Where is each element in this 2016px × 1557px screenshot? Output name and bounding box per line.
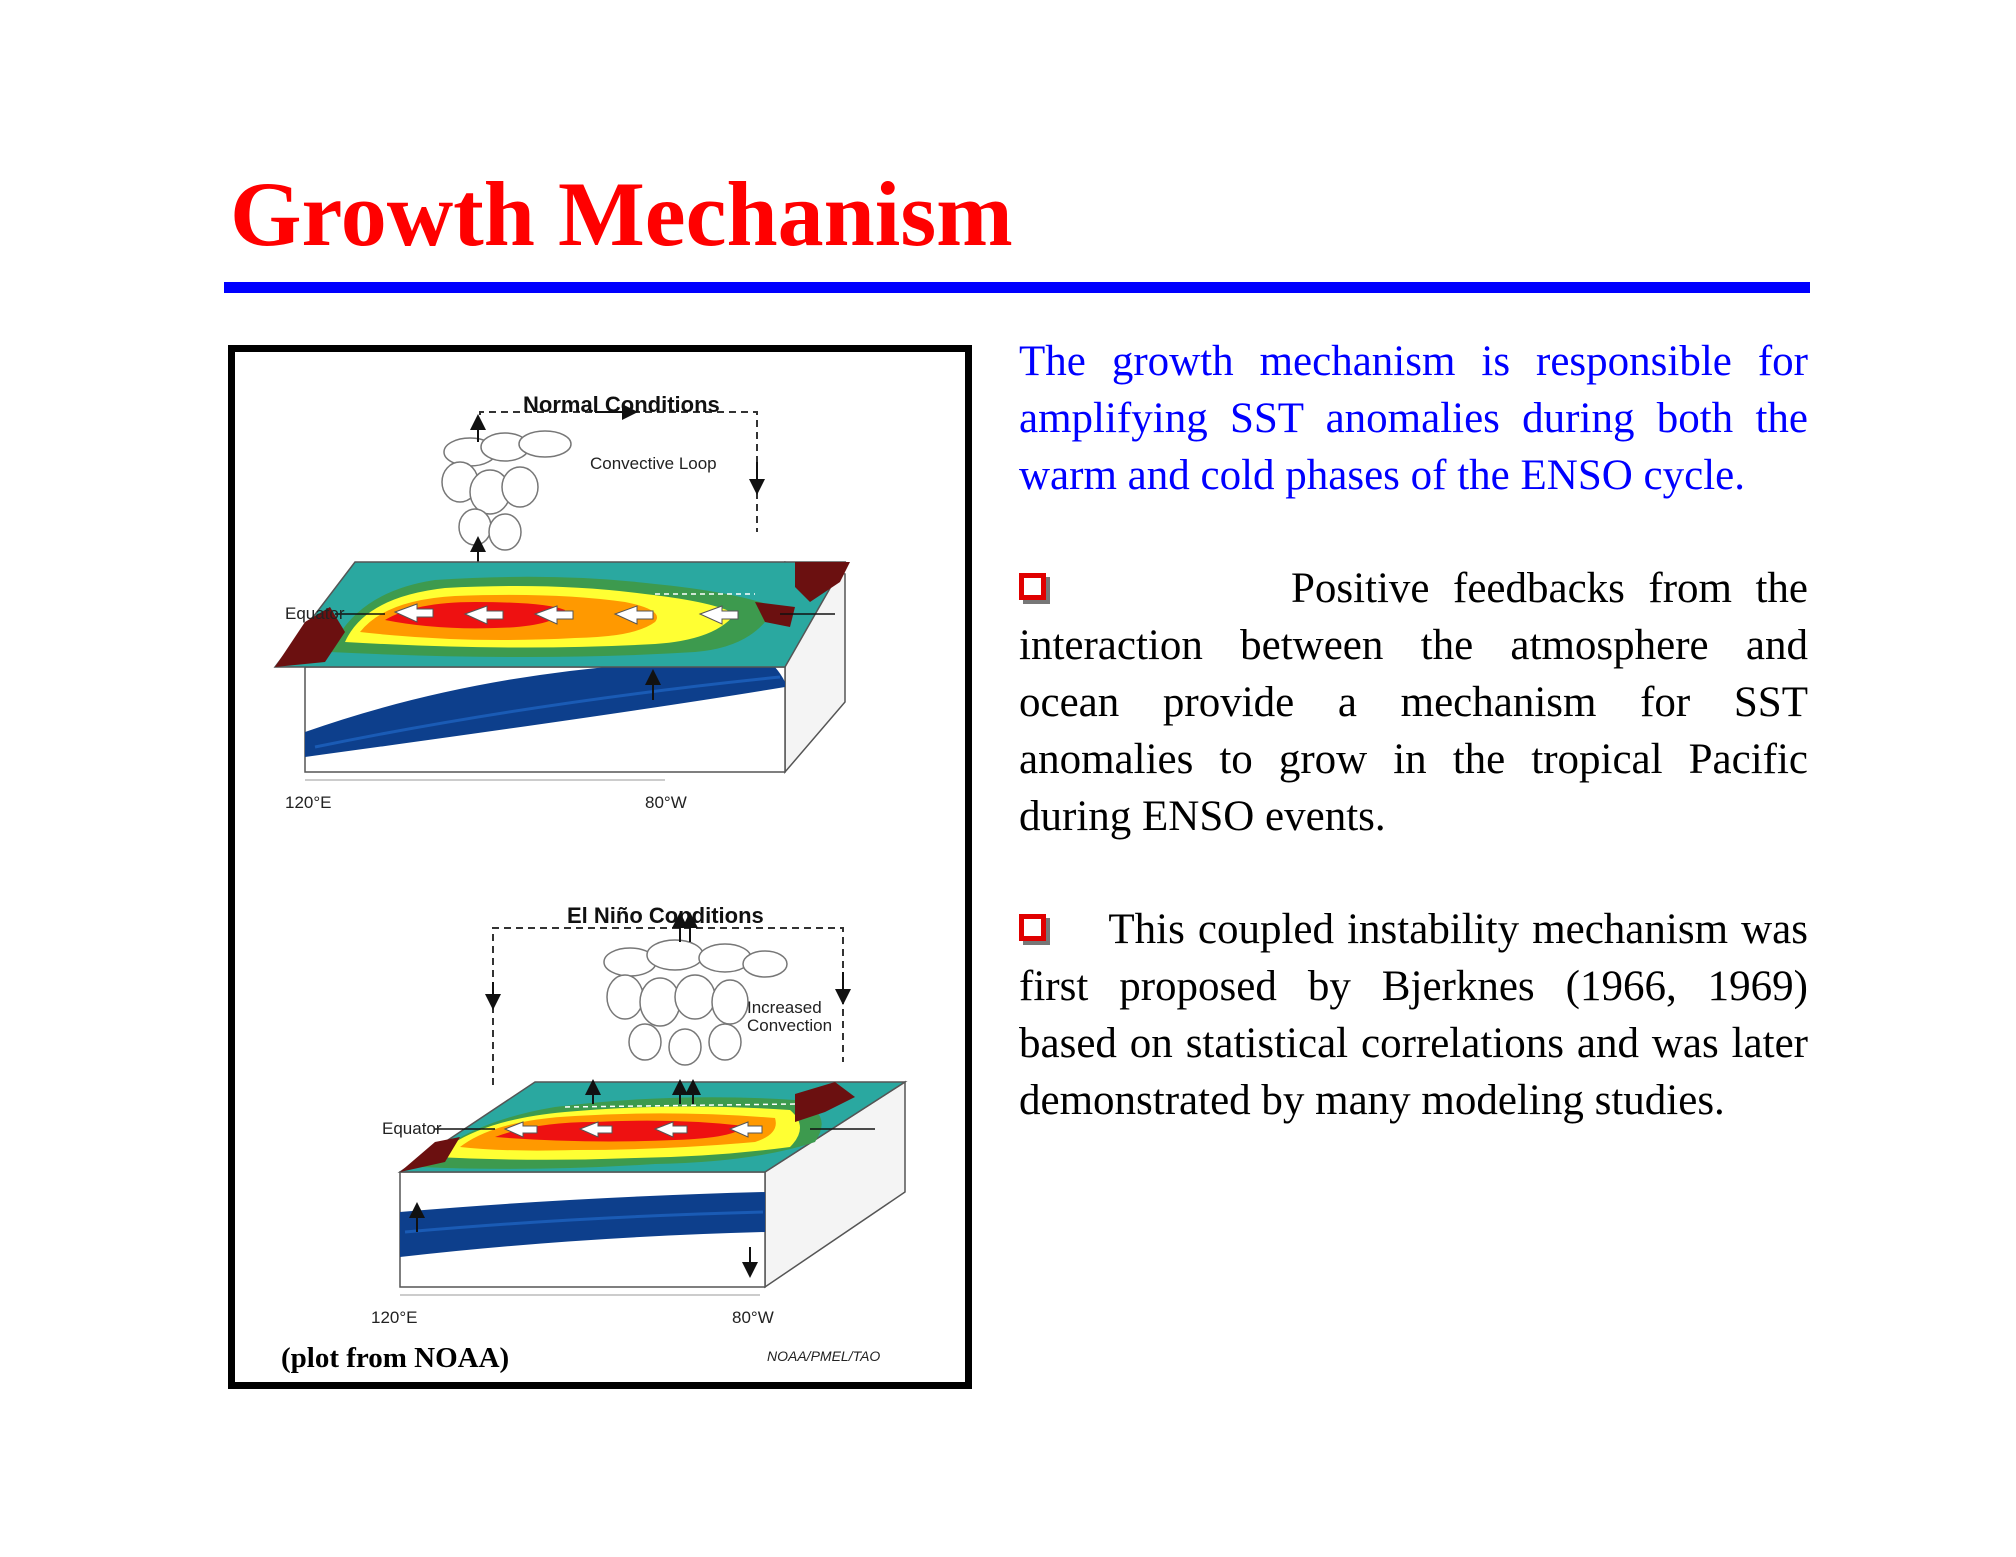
increased-convection-cloud <box>603 939 788 1066</box>
enso-diagram-svg <box>273 404 908 1296</box>
lon-label-80w: 80°W <box>645 793 687 812</box>
checkbox-bullet-icon <box>1019 573 1046 600</box>
thermocline-layer-2 <box>400 1192 765 1257</box>
el-nino-conditions-title: El Niño Conditions <box>567 903 764 928</box>
land-east <box>795 562 850 602</box>
checkbox-bullet-icon <box>1019 914 1046 941</box>
equator-label: Equator <box>285 604 345 623</box>
lon-label-80w-2: 80°W <box>732 1308 774 1327</box>
bullet-paragraph-2: This coupled instability mechanism was f… <box>1019 901 1808 1129</box>
figure-caption: (plot from NOAA) <box>281 1342 510 1374</box>
slide-title: Growth Mechanism <box>230 163 1013 265</box>
bullet-text-2: This coupled instability mechanism was f… <box>1019 906 1808 1124</box>
enso-figure: Normal Conditions Convective Loop Equato… <box>228 345 972 1389</box>
thermocline-layer <box>305 652 785 757</box>
intro-paragraph: The growth mechanism is responsible for … <box>1019 338 1808 499</box>
text-column: The growth mechanism is responsible for … <box>1019 333 1808 1185</box>
increased-convection-label: Increased Convection <box>747 998 833 1035</box>
convective-loop-label: Convective Loop <box>590 454 717 473</box>
normal-conditions-title: Normal Conditions <box>523 392 720 417</box>
land-west-2 <box>400 1137 460 1172</box>
equator-label-2: Equator <box>382 1119 442 1138</box>
normal-conditions-panel <box>273 404 850 781</box>
noaa-credit: NOAA/PMEL/TAO <box>767 1348 881 1364</box>
convection-cloud <box>441 430 572 551</box>
bullet-paragraph-1: Positive feedbacks from the interaction … <box>1019 560 1808 845</box>
lon-label-120e: 120°E <box>285 793 332 812</box>
bullet-text-1: Positive feedbacks from the interaction … <box>1019 565 1809 840</box>
el-nino-conditions-panel <box>397 912 908 1296</box>
land-east-2 <box>795 1082 855 1122</box>
title-underline-rule <box>224 282 1810 293</box>
lon-label-120e-2: 120°E <box>371 1308 418 1327</box>
land-west <box>275 607 345 667</box>
